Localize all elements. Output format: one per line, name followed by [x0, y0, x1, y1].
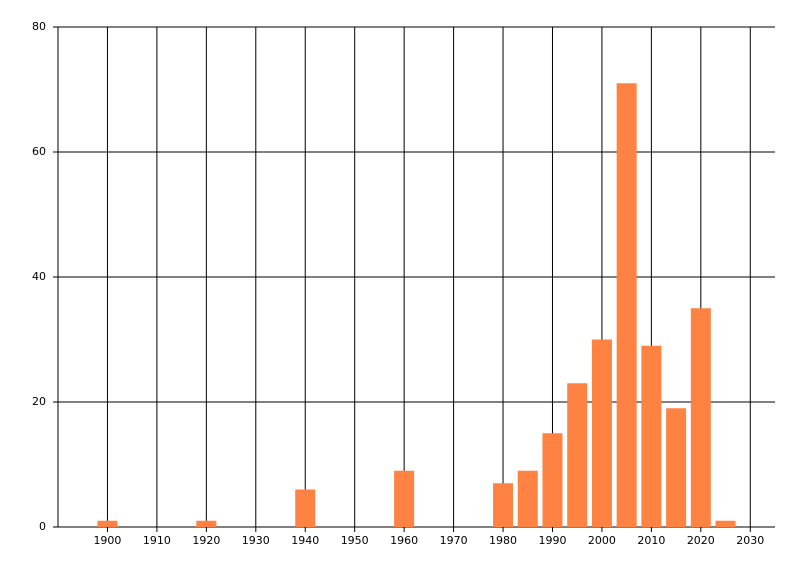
y-tick-label: 60 [32, 145, 46, 158]
x-tick-label: 2010 [637, 534, 665, 547]
x-tick-label: 1900 [93, 534, 121, 547]
x-tick-label: 1970 [440, 534, 468, 547]
bar [591, 339, 612, 527]
x-tick-label: 1940 [291, 534, 319, 547]
x-tick-label: 1980 [489, 534, 517, 547]
x-tick-label: 1920 [192, 534, 220, 547]
bar [394, 470, 415, 527]
x-tick-label: 1910 [143, 534, 171, 547]
bar [196, 520, 217, 527]
x-tick-label: 1960 [390, 534, 418, 547]
y-tick-label: 20 [32, 395, 46, 408]
bar [542, 433, 563, 527]
x-tick-label: 1950 [341, 534, 369, 547]
y-tick-label: 40 [32, 270, 46, 283]
x-tick-label: 2020 [687, 534, 715, 547]
bar [641, 345, 662, 527]
bar [616, 83, 637, 527]
bar [97, 520, 118, 527]
x-tick-label: 1930 [242, 534, 270, 547]
bar [666, 408, 687, 527]
bar [493, 483, 514, 527]
x-tick-label: 2030 [736, 534, 764, 547]
y-tick-label: 80 [32, 20, 46, 33]
y-tick-label: 0 [39, 520, 46, 533]
bar [690, 308, 711, 527]
bar [715, 520, 736, 527]
x-tick-label: 2000 [588, 534, 616, 547]
bar [517, 470, 538, 527]
bar [567, 383, 588, 527]
bar [295, 489, 316, 527]
x-tick-label: 1990 [538, 534, 566, 547]
